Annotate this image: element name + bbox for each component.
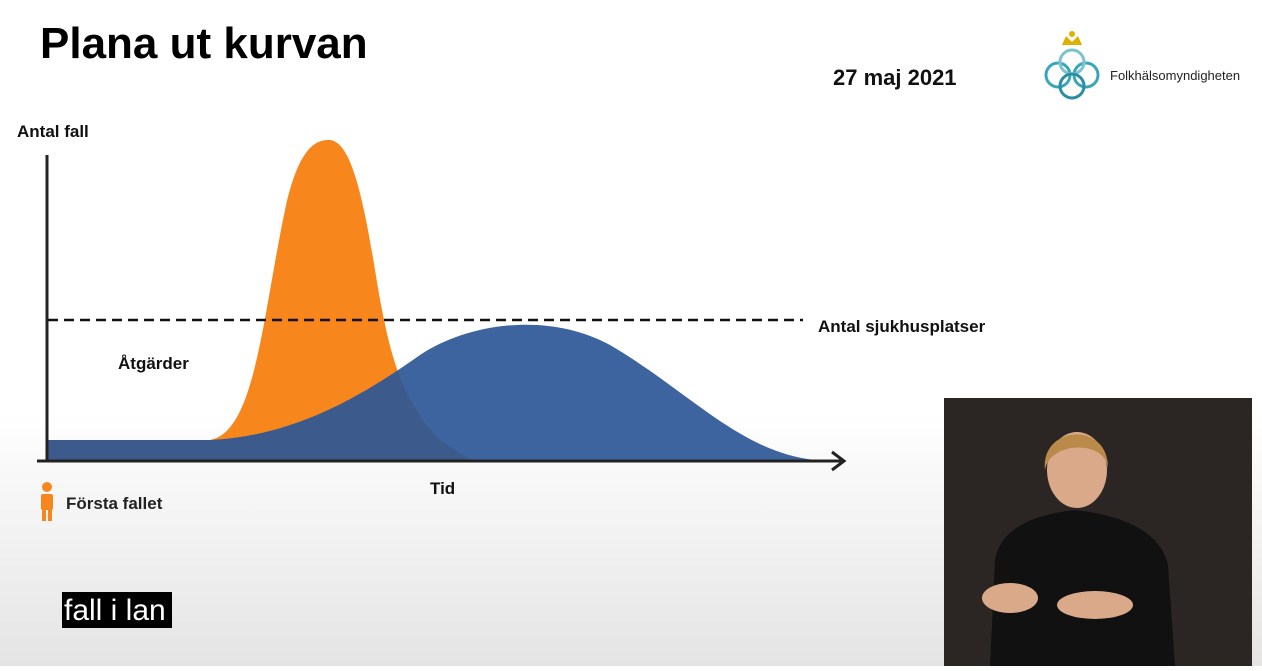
y-axis-label: Antal fall (17, 122, 89, 141)
logo: Folkhälsomyndigheten (1044, 31, 1240, 100)
logo-text: Folkhälsomyndigheten (1110, 68, 1240, 83)
interpreter-video (944, 398, 1252, 666)
flattened-curve (48, 324, 815, 460)
person-icon (41, 482, 53, 521)
x-axis-arrow (831, 450, 847, 472)
x-axis-label: Tid (430, 479, 455, 498)
first-case-label: Första fallet (66, 494, 163, 513)
peak-curve (48, 140, 470, 460)
capacity-label: Antal sjukhusplatser (818, 317, 986, 336)
caption: fall i lan (64, 594, 166, 627)
measures-label: Åtgärder (118, 354, 189, 373)
date: 27 maj 2021 (833, 65, 957, 90)
title: Plana ut kurvan (40, 19, 368, 68)
caption-box (62, 592, 172, 628)
